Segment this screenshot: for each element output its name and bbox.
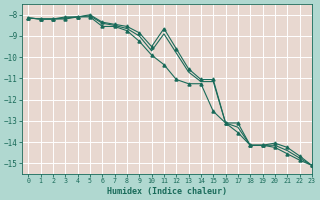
X-axis label: Humidex (Indice chaleur): Humidex (Indice chaleur): [107, 187, 227, 196]
